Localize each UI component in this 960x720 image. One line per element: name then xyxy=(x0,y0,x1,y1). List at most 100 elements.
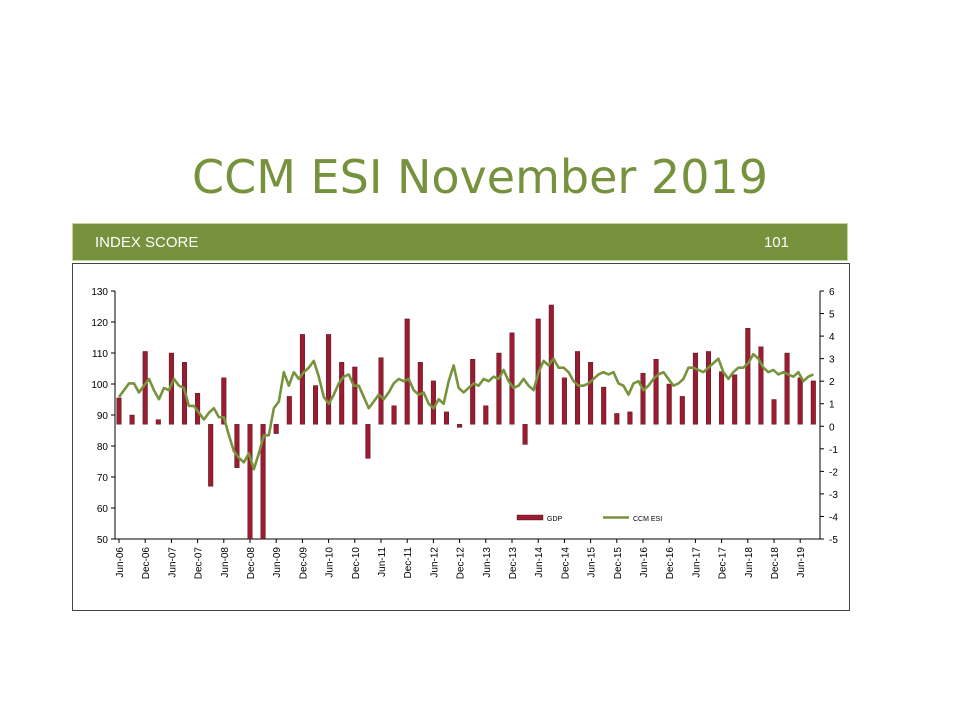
left-tick-label: 80 xyxy=(97,442,109,453)
gdp-bar xyxy=(430,380,436,425)
right-tick-label: -5 xyxy=(829,535,838,546)
index-score-value: 101 xyxy=(763,234,789,251)
x-tick-label: Jun-16 xyxy=(639,547,650,578)
right-tick-label: 5 xyxy=(829,310,835,321)
x-tick-label: Jun-14 xyxy=(534,547,545,578)
gdp-bars xyxy=(116,304,816,540)
right-tick-label: -2 xyxy=(829,467,838,478)
gdp-bar xyxy=(391,405,397,425)
gdp-bar xyxy=(679,396,685,425)
gdp-bar xyxy=(483,405,489,425)
right-tick-label: 3 xyxy=(829,355,835,366)
right-tick-label: 2 xyxy=(829,377,835,388)
x-tick-label: Dec-14 xyxy=(560,547,571,580)
gdp-bar xyxy=(784,352,790,425)
legend-gdp-swatch xyxy=(516,514,544,521)
left-tick-label: 70 xyxy=(97,473,109,484)
x-tick-label: Dec-12 xyxy=(456,547,467,580)
right-tick-label: 1 xyxy=(829,400,835,411)
gdp-bar xyxy=(457,424,463,428)
x-tick-label: Jun-11 xyxy=(377,547,388,577)
gdp-bar xyxy=(758,346,764,425)
gdp-bar xyxy=(339,362,345,425)
x-tick-label: Jun-12 xyxy=(429,547,440,578)
gdp-bar xyxy=(706,351,712,425)
gdp-bar xyxy=(745,327,751,425)
gdp-bar xyxy=(575,351,581,425)
x-tick-label: Jun-17 xyxy=(691,547,702,578)
x-tick-label: Jun-07 xyxy=(167,547,178,578)
x-tick-label: Jun-10 xyxy=(325,547,336,578)
x-tick-label: Jun-13 xyxy=(482,547,493,578)
gdp-bar xyxy=(299,334,305,425)
gdp-esi-chart: 50 60 70 80 90 100 110 120 130 -5 -4 -3 -2 -1 0 1 2 3 4 5 6 J… xyxy=(91,287,838,579)
gdp-bar xyxy=(260,424,266,540)
gdp-bar xyxy=(496,352,502,425)
x-tick-label: Dec-18 xyxy=(770,547,781,580)
gdp-bar xyxy=(208,424,214,487)
x-tick-label: Dec-13 xyxy=(508,547,519,580)
x-tick-label: Dec-07 xyxy=(194,547,205,580)
gdp-bar xyxy=(797,377,803,425)
gdp-bar xyxy=(378,357,384,425)
gdp-bar xyxy=(129,414,135,425)
x-tick-label: Dec-11 xyxy=(403,547,414,579)
left-tick-label: 60 xyxy=(97,504,109,515)
legend-esi-label: CCM ESI xyxy=(633,516,662,523)
axes-layer: 50 60 70 80 90 100 110 120 130 -5 -4 -3 -2 -1 0 1 2 3 4 5 6 J… xyxy=(91,287,838,579)
gdp-bar xyxy=(719,371,725,425)
chart-panel: 50 60 70 80 90 100 110 120 130 -5 -4 -3 -2 -1 0 1 2 3 4 5 6 J… xyxy=(72,263,850,611)
x-tick-label: Jun-18 xyxy=(744,547,755,578)
index-score-label: INDEX SCORE xyxy=(95,234,199,251)
gdp-bar xyxy=(444,411,450,425)
gdp-bar xyxy=(404,318,410,425)
x-tick-label: Dec-15 xyxy=(613,547,624,580)
right-tick-label: 0 xyxy=(829,422,835,433)
gdp-bar xyxy=(221,377,227,425)
gdp-bar xyxy=(116,397,122,425)
right-tick-label: 4 xyxy=(829,332,835,343)
left-tick-label: 90 xyxy=(97,411,109,422)
esi-line-layer xyxy=(117,352,814,471)
x-tick-label: Dec-16 xyxy=(665,547,676,580)
gdp-bar xyxy=(234,424,240,468)
gdp-bar xyxy=(692,352,698,425)
gdp-bar xyxy=(155,419,161,425)
left-tick-label: 130 xyxy=(91,287,108,298)
legend: GDP CCM ESI xyxy=(516,514,662,523)
gdp-bar xyxy=(326,334,332,425)
gdp-bar xyxy=(509,332,515,425)
gdp-bar xyxy=(352,366,358,425)
gdp-bar xyxy=(627,411,633,425)
index-score-banner: INDEX SCORE 101 xyxy=(72,223,848,261)
gdp-bar xyxy=(771,399,777,425)
right-tick-label: -4 xyxy=(829,512,838,523)
esi-series-line xyxy=(117,352,814,471)
gdp-bar xyxy=(614,413,620,425)
left-tick-label: 110 xyxy=(92,349,108,360)
gdp-bar xyxy=(601,386,607,425)
gdp-bar xyxy=(273,424,279,434)
gdp-bar xyxy=(653,358,659,425)
gdp-bar xyxy=(312,385,318,425)
legend-gdp-label: GDP xyxy=(547,516,563,523)
right-tick-label: -3 xyxy=(829,490,838,501)
x-tick-label: Jun-09 xyxy=(272,547,283,578)
gdp-bar xyxy=(470,358,476,425)
right-tick-label: 6 xyxy=(829,287,835,298)
gdp-bar xyxy=(561,377,567,425)
left-tick-label: 50 xyxy=(97,535,109,546)
gdp-bar xyxy=(640,372,646,425)
gdp-bar xyxy=(810,380,816,425)
x-tick-label: Dec-06 xyxy=(141,547,152,580)
x-tick-label: Jun-06 xyxy=(115,547,126,578)
x-tick-label: Jun-08 xyxy=(220,547,231,578)
right-tick-label: -1 xyxy=(829,445,838,456)
gdp-bar xyxy=(732,374,738,425)
x-tick-label: Dec-17 xyxy=(718,547,729,580)
gdp-bar xyxy=(522,424,528,445)
gdp-bar xyxy=(286,396,292,425)
gdp-bar xyxy=(247,424,253,540)
x-tick-label: Dec-08 xyxy=(246,547,257,580)
gdp-bar xyxy=(666,383,672,425)
